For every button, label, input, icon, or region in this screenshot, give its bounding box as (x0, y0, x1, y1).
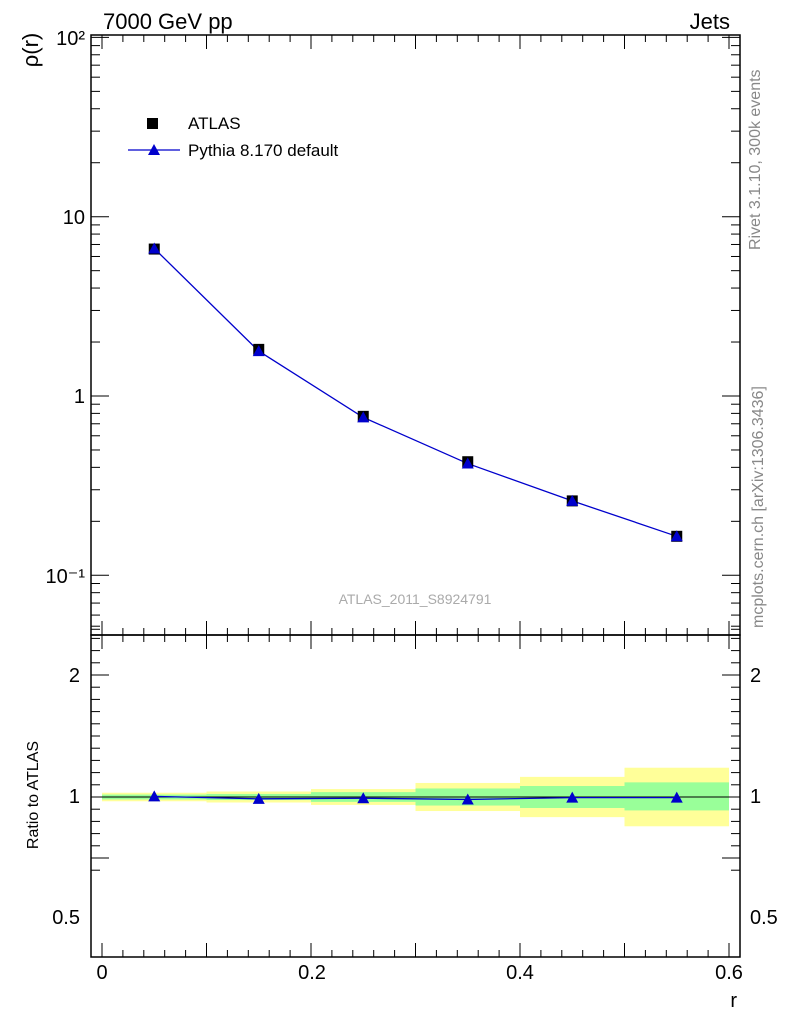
main-ytick-labels: 10⁻¹ 1 10 10² (46, 28, 86, 588)
ratio-ytick-labels: 0.5 1 2 0.5 1 2 (52, 665, 778, 929)
pythia-point (461, 457, 474, 469)
pythia-point (357, 411, 370, 423)
pythia-point (566, 494, 579, 506)
pythia-point (148, 242, 161, 254)
watermark: ATLAS_2011_S8924791 (339, 591, 492, 607)
ratio-y-axis-label: Ratio to ATLAS (25, 741, 42, 849)
ratio-series (148, 790, 683, 805)
ratio-ytick-right-2: 2 (750, 665, 761, 687)
header-right: Jets (690, 9, 730, 34)
pythia-point (670, 530, 683, 542)
ratio-ytick-left-0.5: 0.5 (52, 907, 80, 929)
ratio-pythia-point (252, 792, 265, 804)
main-panel: ATLAS_2011_S8924791 ρ(r) 10⁻¹ 1 10 10² A… (18, 28, 741, 636)
pythia-point (252, 345, 265, 357)
legend-atlas-marker (147, 118, 158, 129)
main-series-lines (153, 248, 677, 537)
ratio-xtick-labels: 0 0.2 0.4 0.6 (96, 962, 742, 984)
legend-atlas-label: ATLAS (188, 114, 241, 133)
legend-pythia-marker (148, 144, 160, 155)
ratio-ytick-left-1: 1 (69, 786, 80, 808)
ratio-panel: Ratio to ATLAS 0.5 1 2 0.5 1 2 0 0.2 0.4… (25, 625, 778, 1012)
legend: ATLAS Pythia 8.170 default (128, 114, 339, 160)
ratio-ytick-left-2: 2 (69, 665, 80, 687)
xtick-label-0: 0 (96, 962, 107, 984)
side-label-top: Rivet 3.1.10, 300k events (747, 69, 764, 250)
main-ytick-label-0.1: 10⁻¹ (46, 566, 86, 588)
main-ytick-label-1: 1 (74, 386, 85, 408)
xtick-label-0.4: 0.4 (506, 962, 534, 984)
main-markers (148, 242, 683, 542)
ratio-pythia-point (566, 791, 579, 803)
xtick-label-0.6: 0.6 (715, 962, 743, 984)
pythia-line (153, 248, 677, 537)
main-y-axis-label: ρ(r) (18, 33, 43, 68)
side-label-bottom: mcplots.cern.ch [arXiv:1306.3436] (750, 386, 767, 628)
ratio-pythia-point (670, 791, 683, 803)
ratio-pythia-line (154, 795, 677, 801)
header-left: 7000 GeV pp (103, 9, 233, 34)
ratio-pythia-point (148, 790, 161, 802)
main-ytick-label-100: 10² (56, 28, 85, 50)
ratio-ytick-right-0.5: 0.5 (750, 907, 778, 929)
ratio-ytick-right-1: 1 (750, 786, 761, 808)
xtick-label-0.2: 0.2 (298, 962, 326, 984)
ratio-pythia-point (461, 793, 474, 805)
x-axis-label: r (730, 990, 737, 1012)
ratio-axis-ticks (91, 625, 740, 957)
ratio-plot-frame (90, 634, 741, 958)
ratio-pythia-point (357, 792, 370, 804)
main-axis-ticks (91, 35, 740, 635)
main-ytick-label-10: 10 (63, 207, 85, 229)
legend-pythia-label: Pythia 8.170 default (188, 141, 339, 160)
